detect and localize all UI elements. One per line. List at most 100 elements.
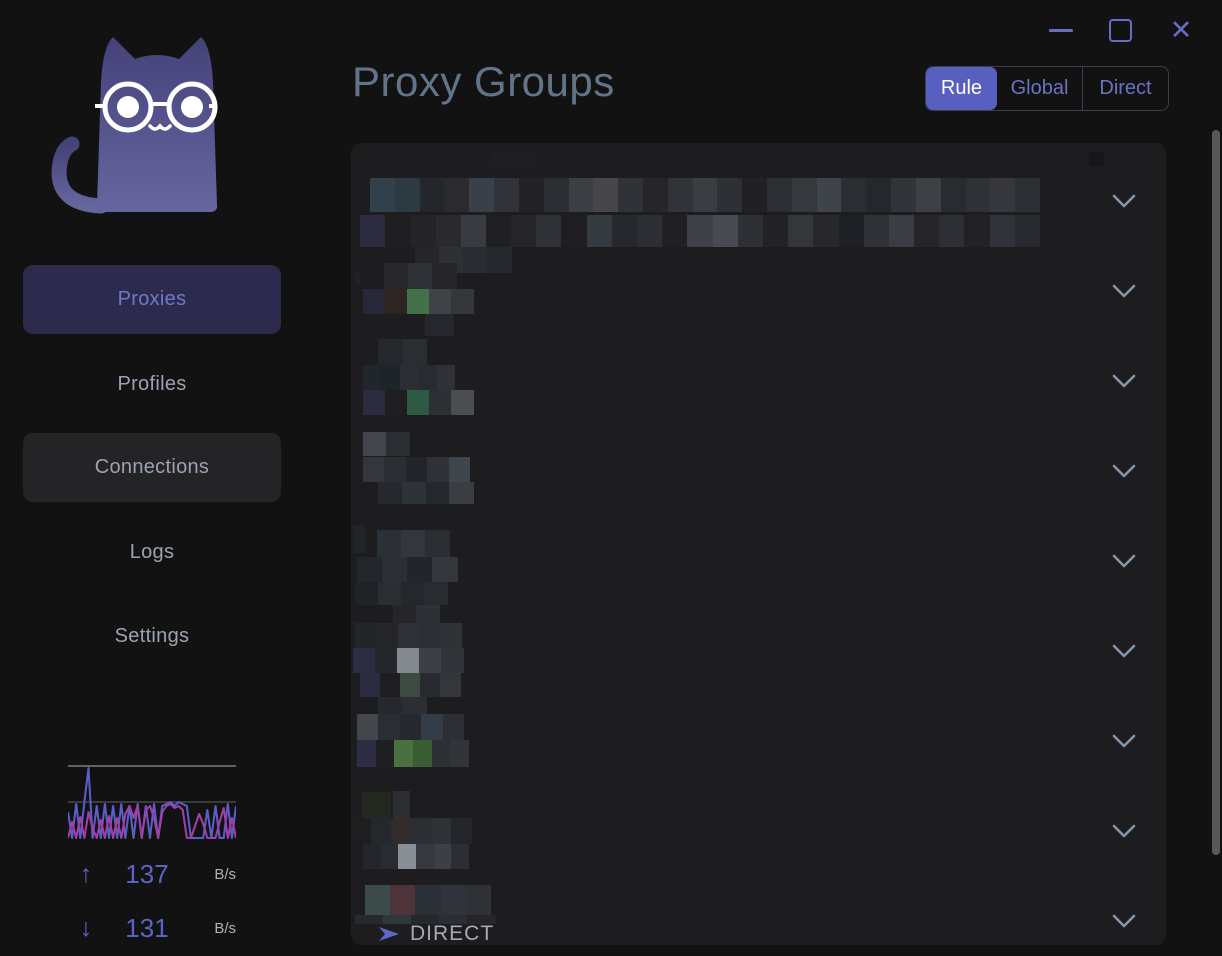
sidebar-item-label: Logs xyxy=(129,541,175,563)
sidebar-item-label: Settings xyxy=(114,625,190,647)
expand-group-chevron-icon[interactable] xyxy=(1111,823,1137,839)
redacted-content-tile xyxy=(642,178,669,212)
redacted-content-tile xyxy=(692,178,718,212)
proxy-mode-switcher: Rule Global Direct xyxy=(925,66,1169,111)
expand-group-chevron-icon[interactable] xyxy=(1111,463,1137,479)
redacted-content-tile xyxy=(762,215,789,247)
mode-global-button[interactable]: Global xyxy=(1010,77,1069,99)
scrollbar[interactable] xyxy=(1212,130,1220,855)
redacted-content-tile xyxy=(378,582,402,605)
redacted-content-tile xyxy=(393,791,410,818)
sidebar-item-logs[interactable]: Logs xyxy=(23,518,281,587)
mode-rule-button[interactable]: Rule xyxy=(926,67,997,110)
mode-direct-button[interactable]: Direct xyxy=(1082,67,1168,110)
expand-group-chevron-icon[interactable] xyxy=(1111,733,1137,749)
upload-stat: ↑ 137 B/s xyxy=(68,858,236,890)
upload-traffic-line xyxy=(66,767,238,839)
cat-body xyxy=(96,37,218,212)
expand-group-chevron-icon[interactable] xyxy=(1111,913,1137,929)
redacted-content-tile xyxy=(402,339,427,365)
redacted-content-tile xyxy=(355,582,379,605)
redacted-content-tile xyxy=(411,818,432,844)
expand-group-chevron-icon[interactable] xyxy=(1111,283,1137,299)
close-button[interactable]: ✕ xyxy=(1165,14,1197,46)
expand-group-chevron-icon[interactable] xyxy=(1111,373,1137,389)
redacted-content-tile xyxy=(370,178,396,212)
redacted-content-tile xyxy=(637,215,663,247)
expand-group-chevron-icon[interactable] xyxy=(1111,553,1137,569)
redacted-content-tile xyxy=(440,623,463,648)
cat-glasses-left xyxy=(102,81,154,133)
expand-group-chevron-icon[interactable] xyxy=(1111,193,1137,209)
redacted-content-tile xyxy=(431,740,451,767)
upload-arrow-icon: ↑ xyxy=(79,859,93,888)
redacted-content-tile xyxy=(386,432,410,456)
redacted-content-tile xyxy=(363,390,386,415)
redacted-content-tile xyxy=(451,818,472,844)
minimize-icon xyxy=(1049,28,1073,32)
redacted-content-tile xyxy=(411,915,440,924)
proxy-item-direct[interactable]: DIRECT xyxy=(377,922,494,945)
sidebar-item-proxies[interactable]: Proxies xyxy=(23,265,281,334)
redacted-content-tile xyxy=(518,178,545,212)
redacted-content-tile xyxy=(418,365,438,390)
redacted-content-tile xyxy=(863,215,890,247)
selected-proxy-arrow-icon xyxy=(379,927,399,941)
redacted-content-tile xyxy=(401,582,425,605)
redacted-content-tile xyxy=(357,557,383,582)
redacted-content-tile xyxy=(375,648,398,673)
redacted-content-tile xyxy=(419,623,442,648)
redacted-content-tile xyxy=(357,714,379,740)
maximize-button[interactable] xyxy=(1104,14,1136,46)
redacted-content-tile xyxy=(382,557,408,582)
proxy-groups-list xyxy=(351,143,1166,945)
redacted-content-tile xyxy=(421,714,444,740)
redacted-content-tile xyxy=(433,844,452,869)
redacted-content-tile xyxy=(788,215,814,247)
redacted-content-tile xyxy=(841,178,867,212)
redacted-content-tile xyxy=(385,390,408,415)
cat-tail xyxy=(51,136,109,214)
redacted-content-tile xyxy=(915,178,942,212)
minimize-button[interactable] xyxy=(1045,14,1077,46)
redacted-content-tile xyxy=(469,178,495,212)
traffic-graph xyxy=(66,762,238,842)
redacted-content-tile xyxy=(888,215,915,247)
redacted-content-tile xyxy=(432,263,457,289)
redacted-content-tile xyxy=(667,178,694,212)
redacted-content-tile xyxy=(378,339,403,365)
redacted-content-tile xyxy=(450,740,470,767)
cat-glasses-right xyxy=(166,81,218,133)
redacted-content-tile xyxy=(460,215,487,247)
redacted-content-tile xyxy=(397,648,420,673)
redacted-content-tile xyxy=(399,365,419,390)
redacted-content-tile xyxy=(384,263,409,289)
upload-unit: B/s xyxy=(214,865,236,883)
redacted-content-tile xyxy=(408,263,433,289)
redacted-content-tile xyxy=(431,818,452,844)
redacted-content-tile xyxy=(440,885,467,915)
redacted-content-tile xyxy=(399,714,422,740)
redacted-content-tile xyxy=(494,178,520,212)
redacted-content-tile xyxy=(405,457,428,482)
expand-group-chevron-icon[interactable] xyxy=(1111,643,1137,659)
sidebar-item-settings[interactable]: Settings xyxy=(23,602,281,671)
sidebar-item-connections[interactable]: Connections xyxy=(23,433,281,502)
sidebar-item-label: Profiles xyxy=(117,373,187,395)
redacted-content-tile xyxy=(463,247,488,273)
redacted-content-tile xyxy=(838,215,865,247)
redacted-content-tile xyxy=(360,215,386,247)
redacted-content-tile xyxy=(440,673,461,697)
redacted-content-tile xyxy=(377,530,402,557)
redacted-content-tile xyxy=(401,530,426,557)
redacted-content-tile xyxy=(419,648,442,673)
redacted-content-tile xyxy=(378,482,403,504)
redacted-content-tile xyxy=(425,314,454,336)
redacted-content-tile xyxy=(353,648,376,673)
redacted-content-tile xyxy=(940,178,967,212)
redacted-content-tile xyxy=(432,557,458,582)
redacted-content-tile xyxy=(543,178,570,212)
download-stat: ↓ 131 B/s xyxy=(68,912,236,944)
sidebar-item-profiles[interactable]: Profiles xyxy=(23,350,281,419)
redacted-content-tile xyxy=(407,289,430,314)
